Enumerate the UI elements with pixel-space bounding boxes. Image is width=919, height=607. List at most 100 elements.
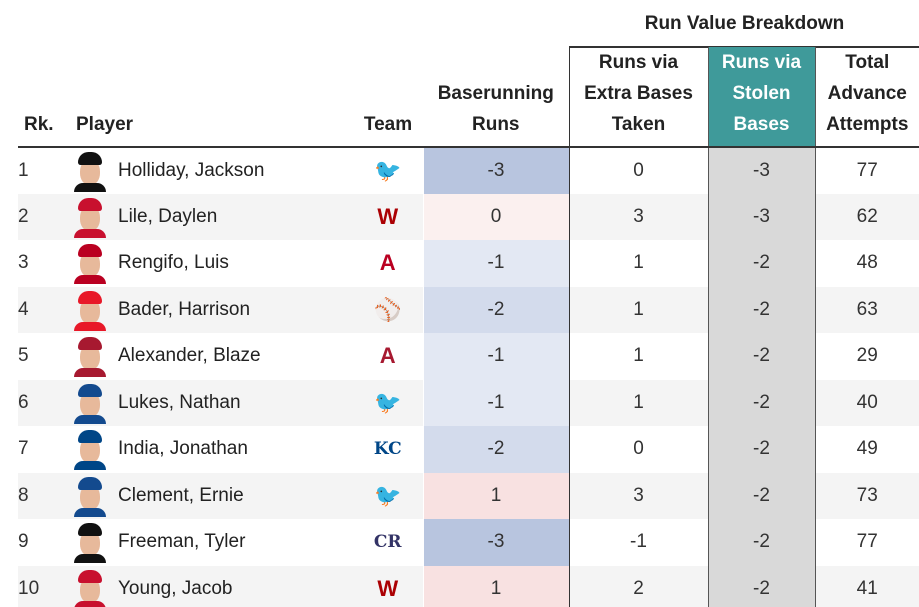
team-cell: W: [353, 565, 423, 607]
team-cell: ⚾: [353, 286, 423, 333]
header-rank[interactable]: Rk.: [18, 47, 68, 148]
table-row[interactable]: 7 India, Jonathan KC -2 0 -2 49: [18, 426, 919, 473]
player-cell[interactable]: Lile, Daylen: [68, 193, 353, 240]
rank-cell: 7: [18, 438, 29, 460]
headshot-cap: [78, 569, 102, 583]
player-name-link[interactable]: Bader, Harrison: [118, 298, 251, 320]
player-cell[interactable]: Lukes, Nathan: [68, 379, 353, 426]
player-headshot: [73, 428, 107, 471]
table-row[interactable]: 3 Rengifo, Luis A -1 1 -2 48: [18, 240, 919, 287]
header-extra-bases-line1: Runs via: [598, 52, 679, 73]
player-name-link[interactable]: Holliday, Jackson: [118, 159, 265, 181]
headshot-cap: [78, 523, 102, 537]
extra-bases-cell: 1: [568, 333, 708, 380]
headshot-jersey: [74, 368, 106, 378]
baserunning-runs-cell: -2: [422, 426, 569, 473]
header-stolen-bases-line3: Bases: [733, 114, 790, 135]
table-row[interactable]: 8 Clement, Ernie 🐦 1 3 -2 73: [18, 472, 919, 519]
extra-bases-cell: 1: [568, 240, 708, 287]
headshot-jersey: [74, 182, 106, 192]
player-name-link[interactable]: Alexander, Blaze: [118, 345, 261, 367]
extra-bases-cell: -1: [568, 519, 708, 566]
header-extra-bases[interactable]: Runs via Extra Bases Taken: [568, 47, 708, 148]
header-team[interactable]: Team: [353, 47, 423, 148]
team-cell: KC: [353, 426, 423, 473]
player-cell[interactable]: Young, Jacob: [68, 565, 353, 607]
advance-attempts-cell: 48: [856, 252, 878, 274]
advance-attempts-cell: 40: [815, 379, 919, 426]
headshot-face: [80, 390, 100, 417]
header-advance-attempts-line2: Advance: [827, 83, 907, 104]
extra-bases-cell: 0: [568, 147, 708, 194]
player-cell[interactable]: Rengifo, Luis: [68, 240, 353, 287]
team-logo-icon: ⚾: [374, 296, 402, 322]
team-logo-icon: A: [379, 343, 396, 369]
header-player[interactable]: Player: [68, 47, 353, 148]
player-name-link[interactable]: Freeman, Tyler: [118, 531, 246, 553]
headshot-jersey: [74, 275, 106, 285]
player-headshot: [73, 521, 107, 564]
player-name-link[interactable]: Lukes, Nathan: [118, 391, 241, 413]
header-extra-bases-line2: Extra Bases: [584, 83, 693, 104]
player-name-link[interactable]: Lile, Daylen: [118, 205, 218, 227]
player-wrap: Freeman, Tyler: [18, 521, 353, 564]
team-cell: 🐦: [353, 379, 423, 426]
advance-attempts-cell: 29: [856, 345, 878, 367]
table-row[interactable]: 9 Freeman, Tyler CR -3 -1 -2 77: [18, 519, 919, 566]
table-row[interactable]: 10 Young, Jacob W 1 2 -2 41: [18, 565, 919, 607]
player-name-link[interactable]: Young, Jacob: [118, 577, 233, 599]
header-extra-bases-line3: Taken: [611, 114, 666, 135]
player-cell[interactable]: Holliday, Jackson: [68, 147, 353, 194]
baserunning-runs-cell: -3: [422, 147, 569, 194]
run-value-breakdown-header: Run Value Breakdown: [644, 12, 845, 34]
player-cell[interactable]: India, Jonathan: [68, 426, 353, 473]
baserunning-runs-cell: -1: [422, 240, 569, 287]
header-advance-attempts[interactable]: Total Advance Attempts: [815, 47, 919, 148]
headshot-face: [80, 297, 100, 324]
baserunning-runs-cell: -2: [422, 286, 569, 333]
headshot-face: [80, 483, 100, 510]
rank-cell: 5: [18, 345, 29, 367]
rank-cell: 6: [18, 379, 68, 426]
headshot-face: [80, 251, 100, 278]
header-stolen-bases[interactable]: Runs via Stolen Bases: [707, 47, 816, 148]
extra-bases-cell: 1: [568, 379, 708, 426]
table-row[interactable]: 4 Bader, Harrison ⚾ -2 1 -2 63: [18, 286, 919, 333]
headshot-jersey: [74, 600, 106, 607]
extra-bases-cell: 3: [568, 193, 708, 240]
table-row[interactable]: 6 Lukes, Nathan 🐦 -1 1 -2 40: [18, 379, 919, 426]
advance-attempts-cell: 41: [815, 565, 919, 607]
player-headshot: [73, 242, 107, 285]
team-cell: 🐦: [353, 472, 423, 519]
header-baserunning-runs[interactable]: Baserunning Runs: [423, 47, 569, 148]
player-cell[interactable]: Bader, Harrison: [68, 286, 353, 333]
player-cell[interactable]: Freeman, Tyler: [68, 519, 353, 566]
table-header-row: Rk. Player Team Baserunning Runs Runs vi…: [18, 47, 919, 148]
team-logo-icon: A: [379, 250, 396, 276]
table-row[interactable]: 1 Holliday, Jackson 🐦 -3 0 -3 77: [18, 147, 919, 194]
table-row[interactable]: 2 Lile, Daylen W 0 3 -3 62: [18, 193, 919, 240]
team-logo-icon: CR: [373, 532, 402, 553]
baserunning-runs-cell: 1: [422, 565, 569, 607]
team-logo-icon: 🐦: [374, 389, 402, 415]
player-name-link[interactable]: India, Jonathan: [118, 438, 248, 460]
advance-attempts-cell: 49: [856, 438, 878, 460]
headshot-face: [80, 530, 100, 557]
player-name-link[interactable]: Rengifo, Luis: [118, 252, 229, 274]
baserunning-leaderboard-table: Rk. Player Team Baserunning Runs Runs vi…: [18, 47, 919, 607]
team-cell: CR: [353, 519, 423, 566]
table-row[interactable]: 5 Alexander, Blaze A -1 1 -2 29: [18, 333, 919, 380]
player-cell[interactable]: Clement, Ernie: [68, 472, 353, 519]
player-cell[interactable]: Alexander, Blaze: [68, 333, 353, 380]
player-wrap: Lukes, Nathan: [18, 382, 353, 424]
headshot-cap: [78, 151, 102, 165]
player-name-link[interactable]: Clement, Ernie: [118, 484, 244, 506]
rank-cell: 3: [18, 252, 29, 274]
headshot-jersey: [74, 228, 106, 238]
extra-bases-cell: 0: [568, 426, 708, 473]
extra-bases-cell: 1: [568, 286, 708, 333]
headshot-jersey: [74, 554, 106, 564]
player-wrap: Alexander, Blaze: [18, 335, 353, 378]
headshot-cap: [78, 244, 102, 258]
stolen-bases-cell: -2: [707, 519, 816, 566]
